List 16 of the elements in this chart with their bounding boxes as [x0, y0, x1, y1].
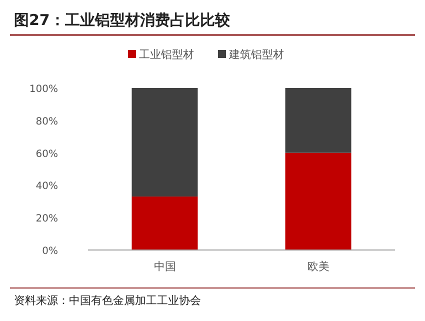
x-tick-label: 中国	[154, 260, 176, 273]
y-tick-label: 40%	[36, 181, 58, 192]
y-tick-label: 80%	[36, 116, 58, 128]
chart-title: 图27：工业铝型材消费占比比较	[14, 11, 231, 29]
x-tick-label: 欧美	[307, 260, 330, 273]
y-tick-label: 20%	[36, 214, 58, 225]
y-tick-label: 60%	[36, 148, 58, 160]
y-tick-label: 100%	[29, 84, 58, 95]
bar	[132, 88, 198, 197]
legend-label: 建筑铝型材	[228, 48, 284, 61]
bar	[285, 152, 352, 250]
bar	[132, 196, 198, 250]
text: 资料来源：中国有色金属加工工业协会	[14, 294, 201, 307]
y-tick-label: 0%	[42, 246, 58, 257]
bar	[285, 88, 352, 153]
legend-label: 工业铝型材	[139, 48, 194, 61]
